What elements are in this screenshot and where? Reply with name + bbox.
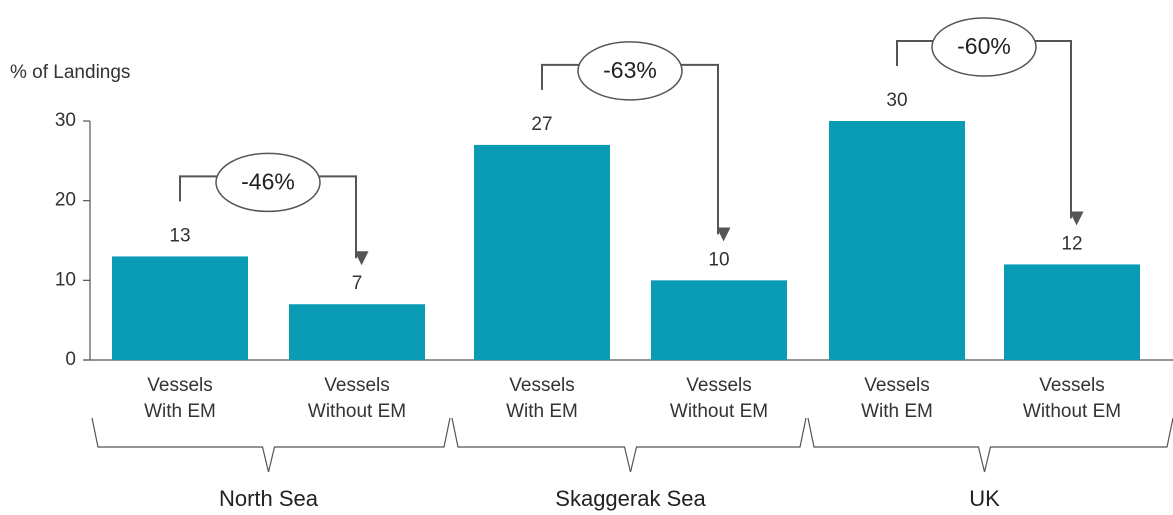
x-tick-label: Vessels With EM: [144, 375, 216, 422]
change-bubble: [215, 152, 321, 213]
bar: [112, 256, 248, 360]
change-label: -46%: [241, 169, 295, 195]
value-label: 27: [531, 114, 552, 135]
x-tick-line: With EM: [861, 401, 933, 422]
x-tick-label: Vessels Without EM: [1023, 375, 1121, 422]
y-axis-label: % of Landings: [10, 62, 130, 83]
bar: [829, 121, 965, 360]
value-label: 13: [169, 225, 190, 246]
group-bracket: [91, 417, 451, 473]
bar: [651, 280, 787, 360]
change-bubble: [577, 41, 683, 101]
x-tick-line: With EM: [506, 401, 578, 422]
change-label: -60%: [957, 33, 1011, 59]
group-bracket: [807, 417, 1173, 473]
value-label: 7: [352, 273, 363, 294]
x-tick-line: Vessels: [686, 375, 751, 396]
value-label: 12: [1061, 233, 1082, 254]
bar: [1004, 264, 1140, 360]
x-tick-line: Vessels: [864, 375, 929, 396]
x-tick-label: Vessels Without EM: [308, 375, 406, 422]
y-tick-label: 0: [65, 349, 76, 370]
x-tick-label: Vessels With EM: [506, 375, 578, 422]
x-tick-line: Vessels: [1039, 375, 1104, 396]
bar: [474, 144, 610, 360]
change-label: -63%: [603, 57, 657, 83]
group-label: Skaggerak Sea: [555, 486, 706, 511]
y-tick-label: 20: [55, 190, 76, 211]
x-tick-label: Vessels With EM: [861, 375, 933, 422]
group-label: UK: [969, 486, 1000, 511]
y-tick-label: 30: [55, 110, 76, 131]
value-label: 10: [708, 249, 729, 270]
y-tick-label: 10: [55, 269, 76, 290]
x-tick-line: Vessels: [324, 375, 389, 396]
x-tick-line: With EM: [144, 401, 216, 422]
x-tick-line: Without EM: [670, 401, 768, 422]
x-tick-line: Without EM: [1023, 401, 1121, 422]
x-tick-line: Vessels: [147, 375, 212, 396]
value-label: 30: [886, 90, 907, 111]
x-tick-line: Without EM: [308, 401, 406, 422]
group-bracket: [451, 417, 807, 473]
x-tick-line: Vessels: [509, 375, 574, 396]
bar: [289, 304, 425, 360]
change-bubble: [931, 17, 1037, 77]
group-label: North Sea: [219, 486, 319, 511]
x-tick-label: Vessels Without EM: [670, 375, 768, 422]
